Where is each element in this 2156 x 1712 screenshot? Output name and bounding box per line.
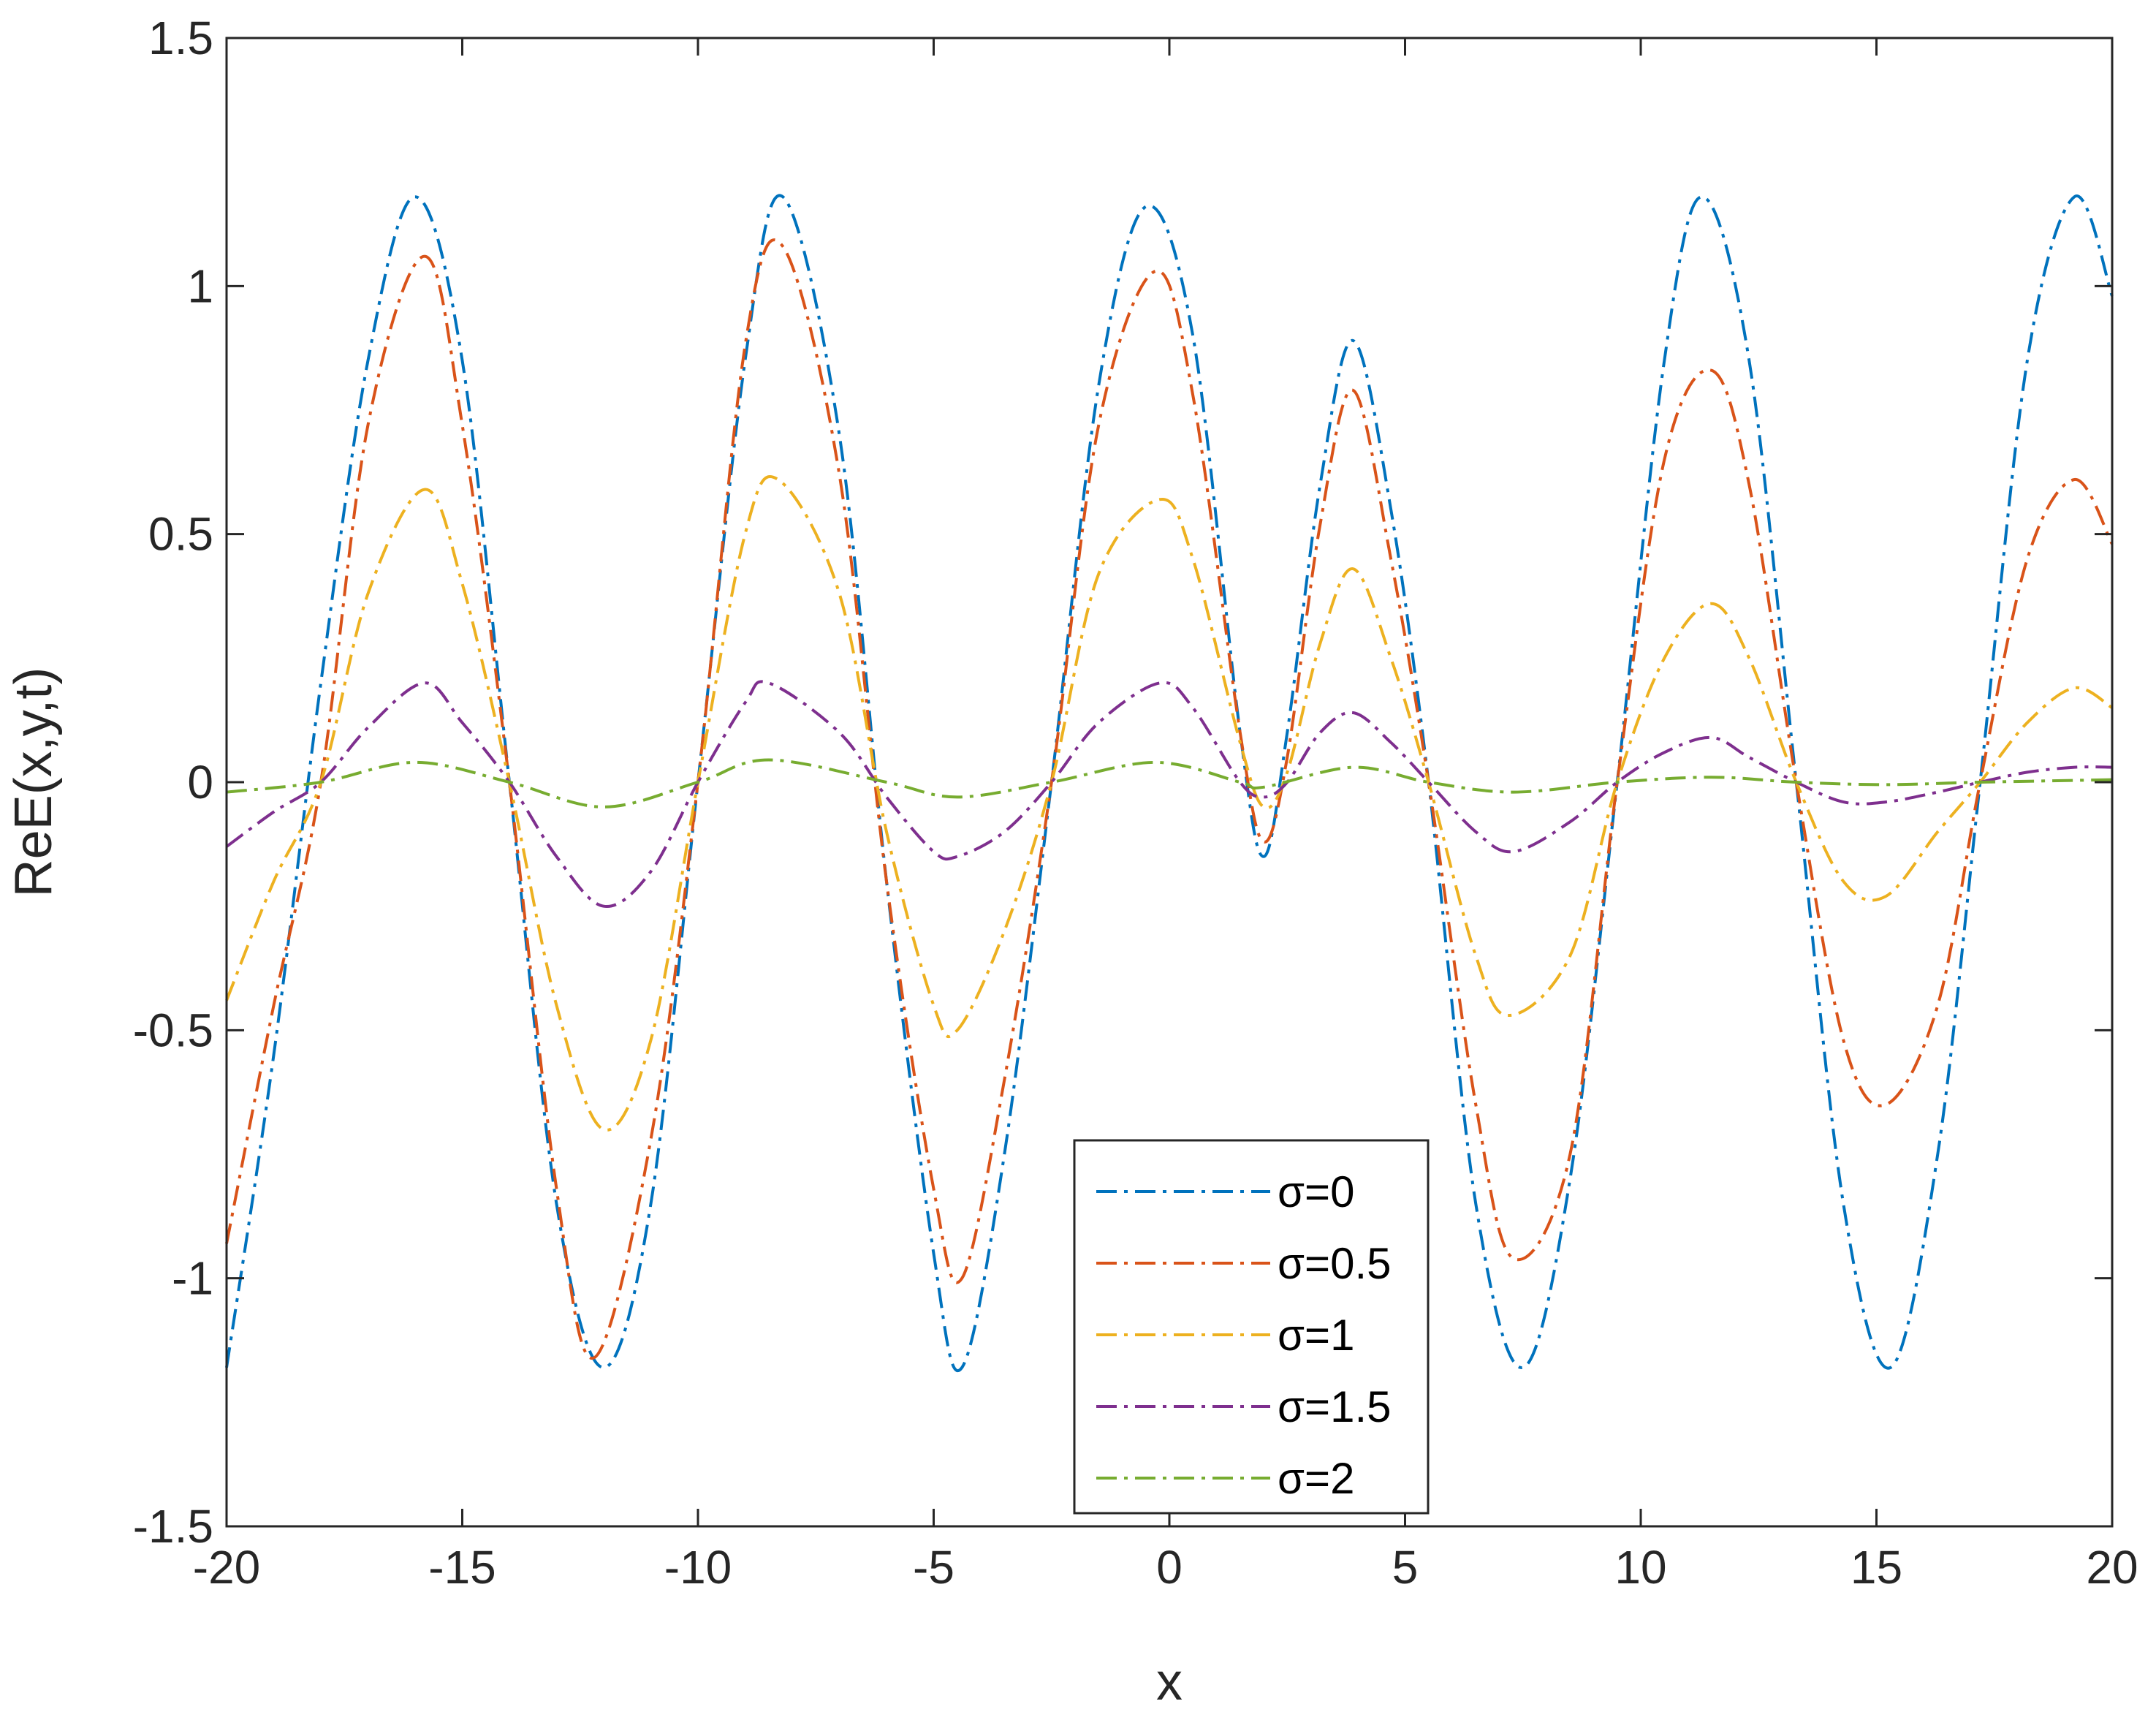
series-line-1	[225, 238, 2114, 1360]
legend-label-4: σ=2	[1278, 1454, 1354, 1503]
legend: σ=0 σ=0.5 σ=1 σ=1.5 σ=2	[1073, 1139, 1430, 1515]
series-line-0	[225, 194, 2114, 1373]
series-layer	[225, 194, 2114, 1373]
x-tick-label: -10	[664, 1541, 732, 1594]
y-tick-label: 1	[187, 260, 213, 312]
y-tick-label: -0.5	[133, 1004, 213, 1056]
y-tick-label: -1.5	[133, 1500, 213, 1553]
y-tick-label: -1	[172, 1252, 213, 1305]
x-tick-label: -15	[428, 1541, 496, 1594]
y-tick-label: 1.5	[148, 12, 213, 64]
series-line-3	[225, 680, 2113, 908]
x-axis-label: x	[1156, 1653, 1183, 1711]
x-tick-label: 10	[1614, 1541, 1666, 1594]
legend-box	[1073, 1139, 1430, 1515]
y-tick-label: 0	[187, 756, 213, 808]
series-line-2	[225, 474, 2114, 1132]
series-line-4	[226, 758, 2113, 808]
legend-label-0: σ=0	[1278, 1167, 1354, 1216]
x-tick-label: 5	[1392, 1541, 1419, 1594]
x-tick-label: 15	[1851, 1541, 1902, 1594]
y-tick-label: 0.5	[148, 508, 213, 561]
x-tick-label: -20	[193, 1541, 261, 1594]
ticks-layer: -20 -15 -10 -5 0 5 10 15 20 1.5 1 0.5 0 -0.5 -1 -1.5	[133, 12, 2138, 1594]
legend-label-2: σ=1	[1278, 1311, 1354, 1360]
x-tick-label: 0	[1156, 1541, 1183, 1594]
legend-label-3: σ=1.5	[1278, 1382, 1391, 1431]
legend-label-1: σ=0.5	[1278, 1239, 1391, 1288]
x-tick-label: -5	[913, 1541, 954, 1594]
y-axis-label: ReE(x,y,t)	[4, 667, 63, 898]
x-tick-label: 20	[2086, 1541, 2138, 1594]
